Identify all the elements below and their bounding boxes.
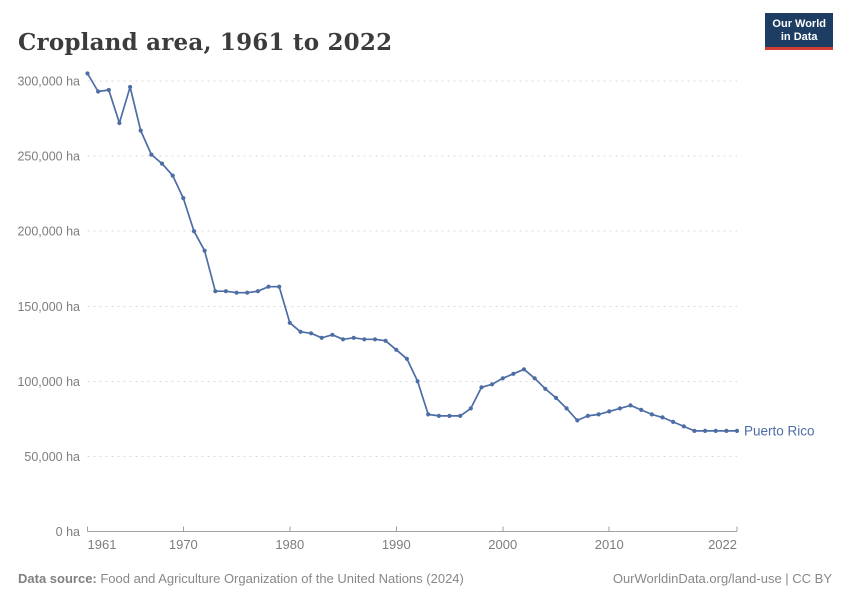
data-point <box>553 395 559 400</box>
chart-footer: Data source: Food and Agriculture Organi… <box>18 571 832 586</box>
x-tick-label: 1961 <box>88 537 117 552</box>
data-point <box>532 376 537 381</box>
x-tick-label: 1970 <box>169 537 198 552</box>
data-point <box>713 428 718 433</box>
data-point <box>298 329 303 334</box>
x-tick-label: 2000 <box>488 537 517 552</box>
data-point <box>458 413 463 418</box>
data-point <box>202 248 207 253</box>
data-point <box>117 120 122 126</box>
data-point <box>85 71 90 76</box>
data-point <box>617 406 623 411</box>
data-point <box>671 419 676 424</box>
data-point <box>479 385 484 390</box>
data-point <box>415 379 420 384</box>
data-point <box>372 337 378 342</box>
data-point <box>266 284 271 289</box>
data-point <box>404 356 409 361</box>
data-point <box>170 173 175 178</box>
data-point <box>309 331 314 336</box>
data-point <box>362 337 367 342</box>
y-tick-label: 300,000 ha <box>17 75 80 89</box>
data-point <box>181 196 186 201</box>
data-point <box>138 128 143 133</box>
owid-logo-line1: Our World <box>772 18 826 30</box>
data-point <box>277 284 282 289</box>
data-point <box>330 332 335 337</box>
data-point <box>649 412 654 417</box>
data-point <box>383 338 388 343</box>
data-point <box>543 386 548 391</box>
data-point <box>340 337 346 342</box>
series-label[interactable]: Puerto Rico <box>744 423 815 438</box>
data-point <box>490 382 495 387</box>
data-source-label: Data source: <box>18 571 97 586</box>
y-tick-label: 250,000 ha <box>17 150 80 164</box>
data-point <box>692 428 697 433</box>
x-tick-label: 1980 <box>275 537 304 552</box>
chart-line[interactable] <box>86 72 738 432</box>
data-point <box>596 412 601 417</box>
data-point <box>681 424 686 429</box>
data-point <box>191 229 197 234</box>
data-point <box>703 428 708 433</box>
y-tick-label: 50,000 ha <box>24 450 80 464</box>
data-point <box>468 406 473 411</box>
data-point <box>234 290 239 295</box>
data-point <box>724 428 729 433</box>
data-point <box>287 320 292 325</box>
data-point <box>319 335 324 340</box>
y-tick-label: 150,000 ha <box>17 300 80 314</box>
owid-logo[interactable]: Our World in Data <box>765 13 833 51</box>
x-tick-label: 2010 <box>595 537 624 552</box>
data-point <box>223 289 228 294</box>
owid-license-link[interactable]: OurWorldinData.org/land-use | CC BY <box>612 571 832 586</box>
data-point <box>500 376 505 381</box>
x-tick-label: 1990 <box>382 537 411 552</box>
data-point <box>575 418 580 423</box>
data-point <box>585 413 591 418</box>
data-point <box>96 89 101 94</box>
data-source-text: Food and Agriculture Organization of the… <box>96 571 464 586</box>
data-point <box>213 289 218 294</box>
data-point <box>426 412 431 417</box>
data-point <box>436 413 441 418</box>
x-tick-label: 2022 <box>708 537 737 552</box>
data-point <box>607 409 612 414</box>
data-point <box>564 406 569 411</box>
data-point <box>639 407 644 412</box>
data-point <box>128 84 133 90</box>
y-tick-label: 100,000 ha <box>17 375 80 389</box>
data-point <box>628 403 633 408</box>
data-point <box>660 415 665 420</box>
y-tick-label: 200,000 ha <box>17 225 80 239</box>
data-point <box>734 428 740 433</box>
data-source-note: Data source: Food and Agriculture Organi… <box>18 571 464 586</box>
owid-logo-line2: in Data <box>780 31 818 44</box>
data-point <box>149 152 154 157</box>
data-point <box>447 413 452 418</box>
data-point <box>394 347 399 352</box>
data-point <box>521 367 527 372</box>
chart-title: Cropland area, 1961 to 2022 <box>18 29 393 57</box>
data-point <box>511 371 516 376</box>
y-tick-label: 0 ha <box>56 525 80 539</box>
data-point <box>106 87 111 93</box>
data-point <box>159 161 165 166</box>
data-point <box>255 289 260 294</box>
data-point <box>351 335 356 340</box>
data-point <box>245 290 250 295</box>
